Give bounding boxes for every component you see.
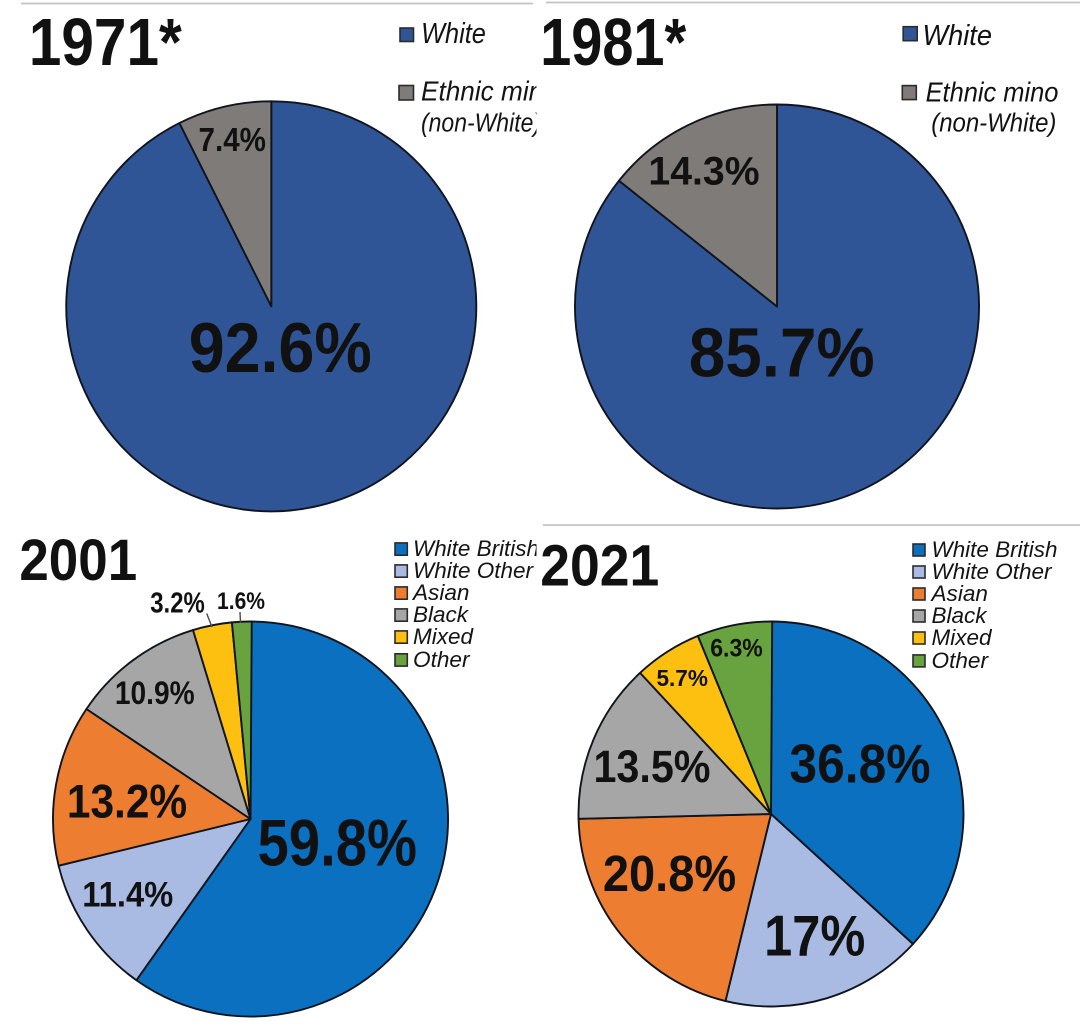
svg-text:36.8%: 36.8% (789, 734, 930, 795)
svg-text:13.5%: 13.5% (593, 741, 710, 792)
svg-text:14.3%: 14.3% (648, 149, 759, 194)
svg-text:Asian: Asian (929, 581, 988, 606)
svg-text:Other: Other (932, 648, 990, 673)
svg-text:2001: 2001 (19, 528, 137, 593)
svg-text:1981*: 1981* (540, 6, 686, 80)
svg-text:92.6%: 92.6% (189, 308, 372, 387)
svg-text:Asian: Asian (411, 580, 470, 605)
svg-text:White British: White British (413, 536, 539, 561)
svg-text:2021: 2021 (540, 534, 659, 599)
svg-text:7.4%: 7.4% (199, 121, 266, 158)
svg-text:Mixed: Mixed (932, 625, 993, 650)
svg-text:Mixed: Mixed (413, 624, 474, 649)
svg-text:(non-White): (non-White) (931, 109, 1056, 137)
svg-text:1.6%: 1.6% (217, 588, 265, 615)
svg-text:White: White (923, 20, 992, 52)
svg-text:6.3%: 6.3% (710, 635, 763, 663)
svg-text:11.4%: 11.4% (82, 876, 173, 915)
svg-text:Black: Black (413, 602, 470, 627)
svg-text:10.9%: 10.9% (115, 674, 195, 711)
svg-text:3.2%: 3.2% (150, 588, 205, 620)
svg-text:Black: Black (932, 603, 989, 628)
svg-text:Ethnic mino: Ethnic mino (926, 77, 1059, 108)
svg-text:White British: White British (932, 537, 1058, 562)
svg-text:17%: 17% (764, 905, 865, 969)
svg-text:Other: Other (413, 647, 471, 672)
svg-text:85.7%: 85.7% (689, 314, 875, 392)
svg-text:13.2%: 13.2% (67, 776, 187, 828)
svg-text:1971*: 1971* (29, 6, 182, 80)
svg-text:(non-White): (non-White) (421, 109, 541, 137)
svg-text:White Other: White Other (932, 559, 1053, 584)
svg-text:5.7%: 5.7% (656, 665, 708, 691)
svg-text:White Other: White Other (413, 558, 534, 583)
svg-text:59.8%: 59.8% (258, 806, 418, 880)
svg-text:White: White (421, 18, 486, 50)
svg-text:Ethnic minorities: Ethnic minorities (421, 75, 613, 106)
svg-text:20.8%: 20.8% (603, 844, 736, 902)
